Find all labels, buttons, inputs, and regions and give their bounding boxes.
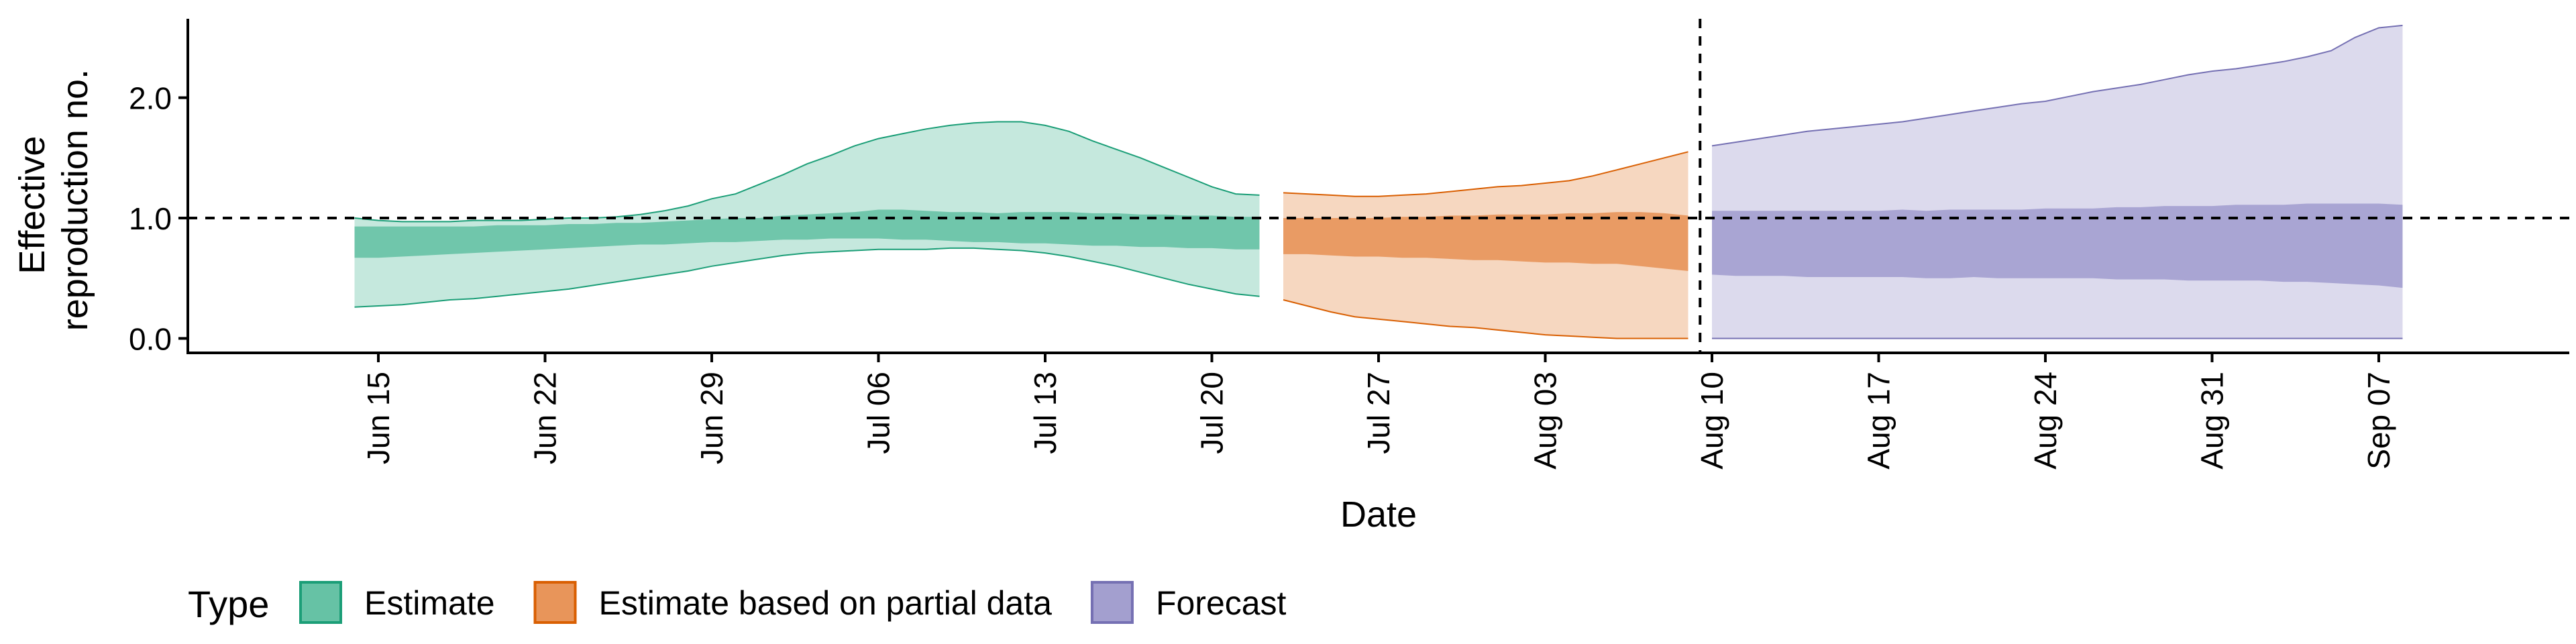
legend-title: Type: [188, 583, 269, 625]
legend-key-forecast: [1090, 581, 1134, 624]
x-tick-label: Aug 03: [1528, 372, 1563, 470]
legend-key-estimate-based-on-partial-data: [533, 581, 577, 624]
forecast-outer-band: [1712, 25, 2403, 339]
legend-label-estimate-based-on-partial-data: Estimate based on partial data: [599, 584, 1053, 622]
x-tick-label: Aug 10: [1695, 372, 1729, 470]
x-tick-label: Aug 17: [1862, 372, 1896, 470]
y-axis-title-line-2: reproduction no.: [55, 69, 95, 331]
x-tick-label: Jun 22: [528, 372, 563, 464]
legend-label-forecast: Forecast: [1156, 584, 1287, 622]
y-tick-label: 1.0: [129, 201, 172, 236]
estimate-outer-upper-edge: [354, 121, 1260, 223]
x-tick-label: Jul 27: [1361, 372, 1396, 454]
estimate-outer-lower-edge: [354, 247, 1260, 308]
estimate-outer-band: [354, 121, 1260, 307]
y-tick-label: 2.0: [129, 81, 172, 116]
x-tick-label: Sep 07: [2361, 372, 2396, 470]
x-tick-label: Aug 31: [2195, 372, 2230, 470]
series-bands: [354, 24, 2403, 339]
x-tick-label: Jun 29: [694, 372, 729, 464]
x-tick-label: Jun 15: [361, 372, 396, 464]
y-tick-label: 0.0: [129, 321, 172, 356]
forecast-outer-upper-edge: [1711, 24, 2403, 147]
estimate-based-on-partial-data-inner-band: [1283, 212, 1688, 271]
legend-key-estimate: [299, 581, 342, 624]
x-tick-label: Jul 20: [1195, 372, 1230, 454]
estimate-based-on-partial-data-outer-upper-edge: [1283, 151, 1688, 197]
legend: Type Estimate Estimate based on partial d…: [188, 581, 1287, 625]
estimate-inner-band: [354, 209, 1260, 258]
x-tick-label: Jul 13: [1028, 372, 1063, 454]
y-axis-title-line-1: Effective: [12, 136, 52, 274]
estimate-based-on-partial-data-outer-lower-edge: [1283, 299, 1688, 339]
y-axis-title: Effective reproduction no.: [12, 69, 95, 331]
plot-area: [186, 19, 2569, 354]
legend-items: Estimate Estimate based on partial data Fo…: [299, 581, 1287, 624]
x-axis-ticks: Jun 15 Jun 22 Jun 29 Jul 06 Jul 13 Jul 20 Jul …: [361, 353, 2396, 470]
y-axis-ticks: 0.0 1.0 2.0: [129, 81, 188, 356]
x-tick-label: Jul 06: [861, 372, 896, 454]
forecast-inner-band: [1712, 203, 2403, 288]
legend-label-estimate: Estimate: [364, 584, 495, 622]
x-axis-title: Date: [1340, 494, 1417, 535]
x-tick-label: Aug 24: [2028, 372, 2063, 470]
